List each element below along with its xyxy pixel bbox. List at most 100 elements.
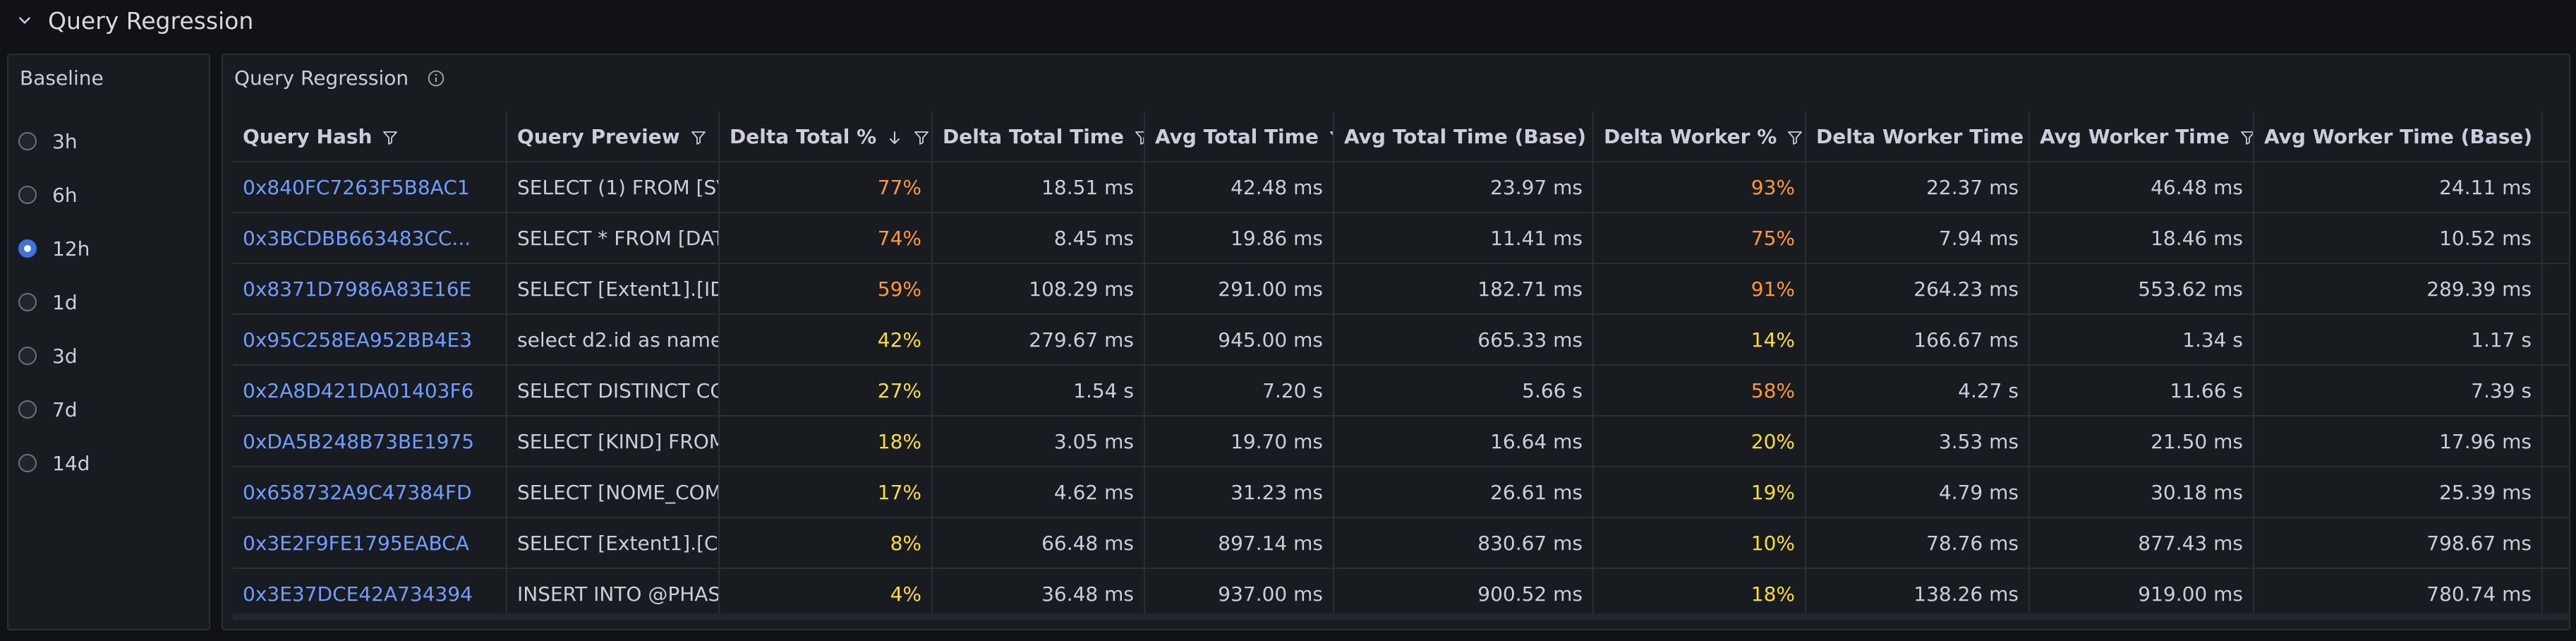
query-preview-cell: SELECT DISTINCT CC — [507, 366, 720, 415]
table-cell: 17.96 ms — [2254, 417, 2543, 466]
filter-icon[interactable] — [2239, 128, 2253, 145]
horizontal-scrollbar[interactable] — [233, 613, 2569, 619]
query-preview-cell: SELECT [KIND] FROM — [507, 417, 720, 466]
baseline-option-7d[interactable]: 7d — [18, 383, 90, 436]
table-cell: 46.48 ms — [2030, 162, 2254, 212]
table-cell: 900.52 ms — [1334, 569, 1594, 618]
radio-button[interactable] — [18, 347, 37, 365]
row-header[interactable]: Query Regression — [0, 0, 2576, 41]
query-hash-link[interactable]: 0x840FC7263F5B8AC1 — [233, 162, 507, 212]
query-hash-link[interactable]: 0x2A8D421DA01403F6 — [233, 366, 507, 415]
query-hash-link[interactable]: 0x3E2F9FE1795EABCA — [233, 518, 507, 568]
column-header-label: Query Preview — [517, 124, 680, 148]
query-hash-link[interactable]: 0x658732A9C47384FD — [233, 467, 507, 517]
column-header-delta-worker-time[interactable]: Delta Worker Time — [1806, 112, 2030, 161]
table-cell: 553.62 ms — [2030, 264, 2254, 313]
column-header-query-hash[interactable]: Query Hash — [233, 112, 507, 161]
radio-label: 12h — [52, 236, 90, 260]
table-cell: 1.17 s — [2254, 315, 2543, 364]
chevron-down-icon[interactable] — [16, 11, 34, 30]
filter-icon[interactable] — [1134, 128, 1144, 145]
sort-descending-icon[interactable] — [886, 128, 903, 145]
table-cell: 877.43 ms — [2030, 518, 2254, 568]
baseline-option-3h[interactable]: 3h — [18, 114, 90, 168]
table-cell: 919.00 ms — [2030, 569, 2254, 618]
query-hash-link[interactable]: 0x3BCDBB663483CC... — [233, 213, 507, 263]
radio-label: 14d — [52, 451, 90, 475]
column-header-label: Delta Worker % — [1604, 124, 1777, 148]
table-cell: 66.48 ms — [933, 518, 1145, 568]
column-header-delta-total-time[interactable]: Delta Total Time — [933, 112, 1145, 161]
baseline-option-12h[interactable]: 12h — [18, 222, 90, 275]
delta-total-percent-cell: 27% — [720, 366, 933, 415]
filter-icon[interactable] — [2542, 128, 2543, 145]
query-hash-link[interactable]: 0x3E37DCE42A734394 — [233, 569, 507, 618]
radio-button[interactable] — [18, 400, 37, 419]
table-cell: 830.67 ms — [1334, 518, 1594, 568]
filter-icon[interactable] — [1329, 128, 1333, 145]
table-cell: 24.11 ms — [2254, 162, 2543, 212]
table-cell: 945.00 ms — [1145, 315, 1334, 364]
query-preview-cell: SELECT * FROM [DAT — [507, 213, 720, 263]
table-row: 0x3E37DCE42A734394 INSERT INTO @PHAS 4% 36.… — [233, 569, 2569, 620]
radio-button[interactable] — [18, 239, 37, 258]
column-header-label: Avg Worker Time — [2040, 124, 2230, 148]
baseline-radio-group: 3h 6h 12h 1d 3d 7d 14d — [18, 114, 90, 490]
table-cell: 665.33 ms — [1334, 315, 1594, 364]
table-cell: 1.54 s — [933, 366, 1145, 415]
table-cell: 19.70 ms — [1145, 417, 1334, 466]
query-preview-cell: select d2.id as name, — [507, 315, 720, 364]
radio-label: 3h — [52, 129, 78, 153]
delta-total-percent-cell: 77% — [720, 162, 933, 212]
column-header-avg-total-time[interactable]: Avg Total Time — [1145, 112, 1334, 161]
table-row: 0x840FC7263F5B8AC1 SELECT (1) FROM [SV 77%… — [233, 162, 2569, 213]
table-cell: 3.53 ms — [1806, 417, 2030, 466]
delta-worker-percent-cell: 10% — [1594, 518, 1806, 568]
column-header-label: Avg Total Time — [1155, 124, 1319, 148]
query-preview-cell: SELECT (1) FROM [SV — [507, 162, 720, 212]
table-cell: 78.76 ms — [1806, 518, 2030, 568]
column-header-delta-total[interactable]: Delta Total % — [720, 112, 933, 161]
delta-worker-percent-cell: 58% — [1594, 366, 1806, 415]
filter-icon[interactable] — [913, 128, 930, 145]
baseline-option-14d[interactable]: 14d — [18, 436, 90, 490]
baseline-option-6h[interactable]: 6h — [18, 168, 90, 222]
info-icon[interactable] — [427, 69, 445, 88]
table-cell: 11.41 ms — [1334, 213, 1594, 263]
filter-icon[interactable] — [382, 128, 399, 145]
table-cell: 1.34 s — [2030, 315, 2254, 364]
baseline-option-1d[interactable]: 1d — [18, 275, 90, 329]
table-cell: 7.20 s — [1145, 366, 1334, 415]
table-row: 0x3E2F9FE1795EABCA SELECT [Extent1].[CC 8%… — [233, 518, 2569, 569]
baseline-panel: Baseline 3h 6h 12h 1d 3d 7d 14d — [7, 54, 210, 630]
table-row: 0x3BCDBB663483CC... SELECT * FROM [DAT 74%… — [233, 213, 2569, 264]
column-header-avg-worker-time[interactable]: Avg Worker Time — [2030, 112, 2254, 161]
table-cell: 25.39 ms — [2254, 467, 2543, 517]
table-cell: 21.50 ms — [2030, 417, 2254, 466]
table-cell: 264.23 ms — [1806, 264, 2030, 313]
query-hash-link[interactable]: 0xDA5B248B73BE1975 — [233, 417, 507, 466]
filter-icon[interactable] — [690, 128, 707, 145]
table-row: 0x658732A9C47384FD SELECT [NOME_COM 17% 4.6… — [233, 467, 2569, 518]
baseline-option-3d[interactable]: 3d — [18, 329, 90, 383]
table-cell: 138.26 ms — [1806, 569, 2030, 618]
column-header-delta-worker[interactable]: Delta Worker % — [1594, 112, 1806, 161]
query-hash-link[interactable]: 0x8371D7986A83E16E — [233, 264, 507, 313]
radio-button[interactable] — [18, 454, 37, 472]
column-header-label: Delta Total Time — [943, 124, 1124, 148]
delta-worker-percent-cell: 18% — [1594, 569, 1806, 618]
radio-button[interactable] — [18, 186, 37, 204]
table-cell: 108.29 ms — [933, 264, 1145, 313]
query-preview-cell: SELECT [NOME_COM — [507, 467, 720, 517]
table-cell: 42.48 ms — [1145, 162, 1334, 212]
radio-button[interactable] — [18, 293, 37, 311]
column-header-avg-total-time-base[interactable]: Avg Total Time (Base) — [1334, 112, 1594, 161]
delta-total-percent-cell: 42% — [720, 315, 933, 364]
column-header-avg-worker-time-base[interactable]: Avg Worker Time (Base) — [2254, 112, 2543, 161]
delta-worker-percent-cell: 93% — [1594, 162, 1806, 212]
filter-icon[interactable] — [1786, 128, 1803, 145]
query-hash-link[interactable]: 0x95C258EA952BB4E3 — [233, 315, 507, 364]
radio-button[interactable] — [18, 132, 37, 150]
table-cell: 780.74 ms — [2254, 569, 2543, 618]
column-header-query-preview[interactable]: Query Preview — [507, 112, 720, 161]
